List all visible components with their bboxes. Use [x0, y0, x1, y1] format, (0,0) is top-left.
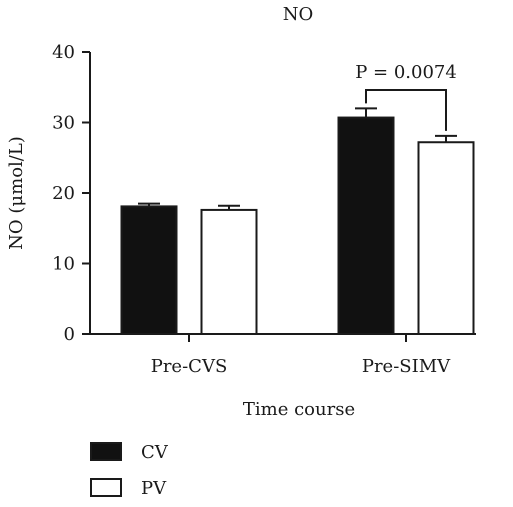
bar-pv-pre-cvs [200, 208, 258, 335]
legend-label-pv: PV [141, 478, 167, 499]
y-tick-label: 20 [52, 183, 75, 204]
x-tick-label: Pre-SIMV [362, 356, 451, 377]
legend-label-cv: CV [141, 442, 169, 463]
significance-label: P = 0.0074 [355, 62, 457, 83]
significance-bracket [365, 89, 447, 131]
x-tick-label: Pre-CVS [151, 356, 228, 377]
chart-title: NO [283, 4, 314, 25]
bar-pv-pre-simv [417, 141, 475, 335]
bar-cv-pre-simv [337, 116, 395, 335]
legend-swatch-pv [90, 478, 122, 497]
y-tick-label: 0 [64, 324, 75, 345]
plot-area: 0 10 20 30 40 Pre-CVS Pre-SIMV P = 0.0074 [52, 42, 476, 377]
x-axis-label: Time course [243, 399, 355, 420]
bar-cv-pre-cvs [120, 205, 178, 336]
y-tick-label: 10 [52, 254, 75, 275]
legend: CV PV [90, 442, 169, 499]
y-tick-label: 40 [52, 42, 75, 63]
y-tick-label: 30 [52, 113, 75, 134]
y-axis-label: NO (μmol/L) [6, 136, 27, 250]
legend-swatch-cv [90, 442, 122, 461]
